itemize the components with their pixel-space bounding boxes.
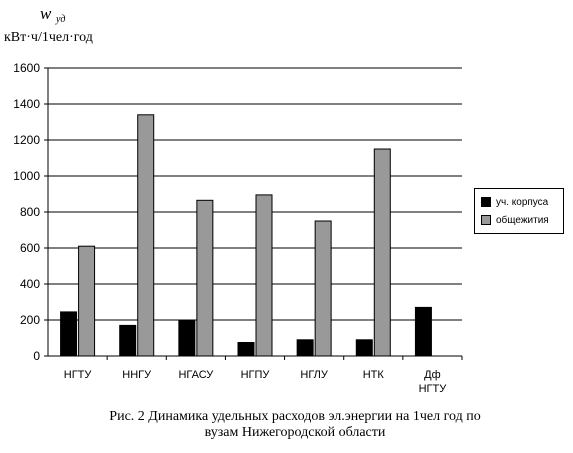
- x-category-label: ННГУ: [122, 369, 152, 381]
- y-tick-label: 1600: [13, 61, 40, 75]
- bar-series-1: [237, 342, 255, 357]
- bar-series-2: [78, 245, 96, 357]
- y-tick-label: 1200: [13, 133, 40, 147]
- bar-series-2: [255, 194, 273, 357]
- bar-series-2: [196, 199, 214, 357]
- bar-series-1: [414, 306, 432, 357]
- caption-line-1: Рис. 2 Динамика удельных расходов эл.эне…: [109, 409, 481, 424]
- x-category-label: Дф: [424, 369, 441, 381]
- y-tick-label: 1400: [13, 97, 40, 111]
- x-category-label: НТК: [363, 369, 385, 381]
- y-tick-label: 600: [20, 241, 40, 255]
- y-tick-label: 1000: [13, 169, 40, 183]
- figure-caption: Рис. 2 Динамика удельных расходов эл.эне…: [60, 409, 530, 441]
- x-category-label: НГАСУ: [178, 369, 214, 381]
- bar-series-2: [373, 148, 391, 357]
- y-axis-variable: w: [40, 4, 52, 23]
- x-category-label: НГТУ: [64, 369, 93, 381]
- bar-series-2: [137, 114, 155, 357]
- legend-label-series-1: уч. корпуса: [496, 196, 549, 208]
- bar-series-1: [355, 339, 373, 357]
- x-category-label: НГПУ: [241, 369, 271, 381]
- bar-series-1: [60, 311, 78, 357]
- y-axis-unit: кВт·ч/1чел·год: [4, 30, 93, 45]
- x-category-label: НГЛУ: [300, 369, 329, 381]
- y-tick-label: 800: [20, 205, 40, 219]
- legend-swatch-series-2: [481, 215, 491, 225]
- legend-item-series-1: уч. корпуса: [481, 195, 548, 209]
- y-tick-label: 400: [20, 277, 40, 291]
- y-tick-label: 0: [33, 349, 40, 363]
- y-axis-variable-subscript: уд: [56, 14, 66, 25]
- legend-item-series-2: общежития: [481, 213, 549, 227]
- legend-label-series-2: общежития: [496, 214, 549, 226]
- bar-series-1: [119, 324, 137, 357]
- caption-line-2: вузам Нижегородской области: [204, 425, 386, 440]
- bar-series-1: [178, 320, 196, 357]
- bar-series-2: [314, 220, 332, 357]
- chart-legend: уч. корпуса общежития: [474, 188, 564, 234]
- y-tick-label: 200: [20, 313, 40, 327]
- legend-swatch-series-1: [481, 197, 491, 207]
- x-category-label: НГТУ: [419, 383, 448, 395]
- bar-series-1: [296, 339, 314, 357]
